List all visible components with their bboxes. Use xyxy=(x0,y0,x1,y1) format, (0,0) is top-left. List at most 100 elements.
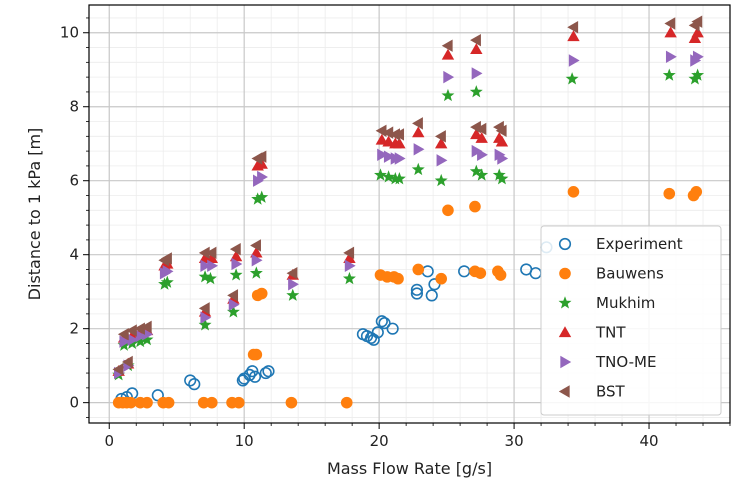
data-point-experiment xyxy=(410,283,424,296)
data-point-bst xyxy=(567,20,579,34)
data-point-mukhim xyxy=(251,192,265,205)
x-tick-label: 20 xyxy=(370,432,389,450)
data-point-tno-me xyxy=(568,54,580,67)
legend-label-mukhim: Mukhim xyxy=(596,294,655,312)
series-bst xyxy=(112,15,703,376)
data-point-bst xyxy=(495,124,507,137)
data-point-bauwens xyxy=(690,186,703,198)
data-point-tno-me xyxy=(257,170,268,184)
y-tick-label: 4 xyxy=(69,246,79,264)
legend-label-bauwens: Bauwens xyxy=(596,265,664,283)
data-point-bst xyxy=(441,39,453,52)
data-point-tno-me xyxy=(228,298,240,311)
y-tick-label: 6 xyxy=(69,172,79,190)
data-point-tno-me xyxy=(665,50,677,63)
axis-ticks: 0 10 20 30 40 0 2 4 6 8 10 xyxy=(60,17,731,450)
legend-marker-bauwens xyxy=(559,267,571,280)
data-point-bauwens xyxy=(663,187,676,200)
data-point-tnt xyxy=(412,126,425,138)
data-point-experiment xyxy=(410,287,424,300)
data-point-bst xyxy=(664,17,676,30)
data-point-bst xyxy=(286,266,298,280)
x-tick-label: 0 xyxy=(104,432,114,450)
data-point-bst xyxy=(470,33,481,47)
data-point-bauwens xyxy=(206,396,218,409)
data-point-tnt xyxy=(382,135,395,147)
data-point-bauwens xyxy=(412,263,425,276)
legend-label-bst: BST xyxy=(596,383,626,401)
data-point-tnt xyxy=(688,32,702,43)
data-point-tno-me xyxy=(162,265,174,278)
data-point-mukhim xyxy=(382,170,396,183)
data-point-mukhim xyxy=(249,266,263,279)
data-point-tnt xyxy=(470,43,483,55)
data-point-experiment xyxy=(248,370,262,383)
data-point-bst xyxy=(198,246,210,260)
data-point-bst xyxy=(375,124,387,137)
data-point-bst xyxy=(435,130,446,143)
legend-box xyxy=(540,225,722,416)
data-point-bst xyxy=(140,320,152,334)
data-point-bst xyxy=(475,122,487,136)
data-point-bst xyxy=(255,150,267,163)
data-point-mukhim xyxy=(229,268,243,281)
data-point-bauwens xyxy=(340,396,353,409)
data-point-tnt xyxy=(664,26,677,38)
data-point-bauwens xyxy=(442,204,454,217)
major-grid xyxy=(89,5,730,423)
data-point-bauwens xyxy=(141,396,153,409)
data-point-tnt xyxy=(343,252,356,264)
data-point-bauwens xyxy=(162,396,175,409)
data-point-mukhim xyxy=(160,275,174,288)
data-point-experiment xyxy=(184,374,197,387)
data-point-bst xyxy=(205,246,217,260)
legend-label-experiment: Experiment xyxy=(596,235,683,253)
data-points xyxy=(112,15,705,409)
data-point-mukhim xyxy=(434,173,448,187)
legend-marker-experiment xyxy=(558,237,572,251)
data-point-tnt xyxy=(229,250,243,262)
data-point-tnt xyxy=(475,131,488,143)
data-point-tno-me xyxy=(200,259,212,272)
data-point-tno-me xyxy=(477,148,488,162)
data-point-bst xyxy=(161,252,172,265)
data-point-experiment xyxy=(262,365,275,378)
data-point-tnt xyxy=(435,137,448,149)
data-point-bauwens xyxy=(125,396,137,409)
legend-label-tnt: TNT xyxy=(595,324,626,342)
legend-marker-bst xyxy=(558,385,570,398)
legend-label-tno-me: TNO-ME xyxy=(595,353,656,371)
data-point-tno-me xyxy=(471,67,483,80)
data-point-bst xyxy=(382,126,394,139)
data-point-bst xyxy=(691,15,703,28)
x-tick-label: 30 xyxy=(505,432,524,450)
data-point-tnt xyxy=(567,30,580,42)
data-point-mukhim xyxy=(441,88,455,102)
data-point-experiment xyxy=(386,322,399,335)
data-point-tno-me xyxy=(344,259,356,272)
data-point-tno-me xyxy=(288,278,299,291)
data-point-bst xyxy=(117,328,129,341)
data-point-mukhim xyxy=(203,271,217,285)
data-point-bauwens xyxy=(469,200,481,213)
data-point-tno-me xyxy=(127,333,139,346)
data-point-tno-me xyxy=(377,148,389,162)
series-bauwens xyxy=(112,186,703,409)
data-point-tno-me xyxy=(142,328,154,341)
data-point-mukhim xyxy=(691,68,705,81)
data-point-mukhim xyxy=(392,172,406,185)
data-point-mukhim xyxy=(565,72,579,85)
data-point-experiment xyxy=(188,378,201,391)
data-point-tno-me xyxy=(383,150,395,163)
data-point-tno-me xyxy=(119,335,131,348)
data-point-tno-me xyxy=(251,254,263,267)
y-tick-label: 2 xyxy=(69,320,79,338)
data-point-mukhim xyxy=(411,162,425,176)
y-tick-label: 0 xyxy=(69,394,79,412)
x-axis-label: Mass Flow Rate [g/s] xyxy=(327,459,492,478)
data-point-mukhim xyxy=(469,164,483,177)
data-point-tno-me xyxy=(692,50,704,63)
data-point-bst xyxy=(112,363,124,376)
data-point-mukhim xyxy=(492,168,506,181)
